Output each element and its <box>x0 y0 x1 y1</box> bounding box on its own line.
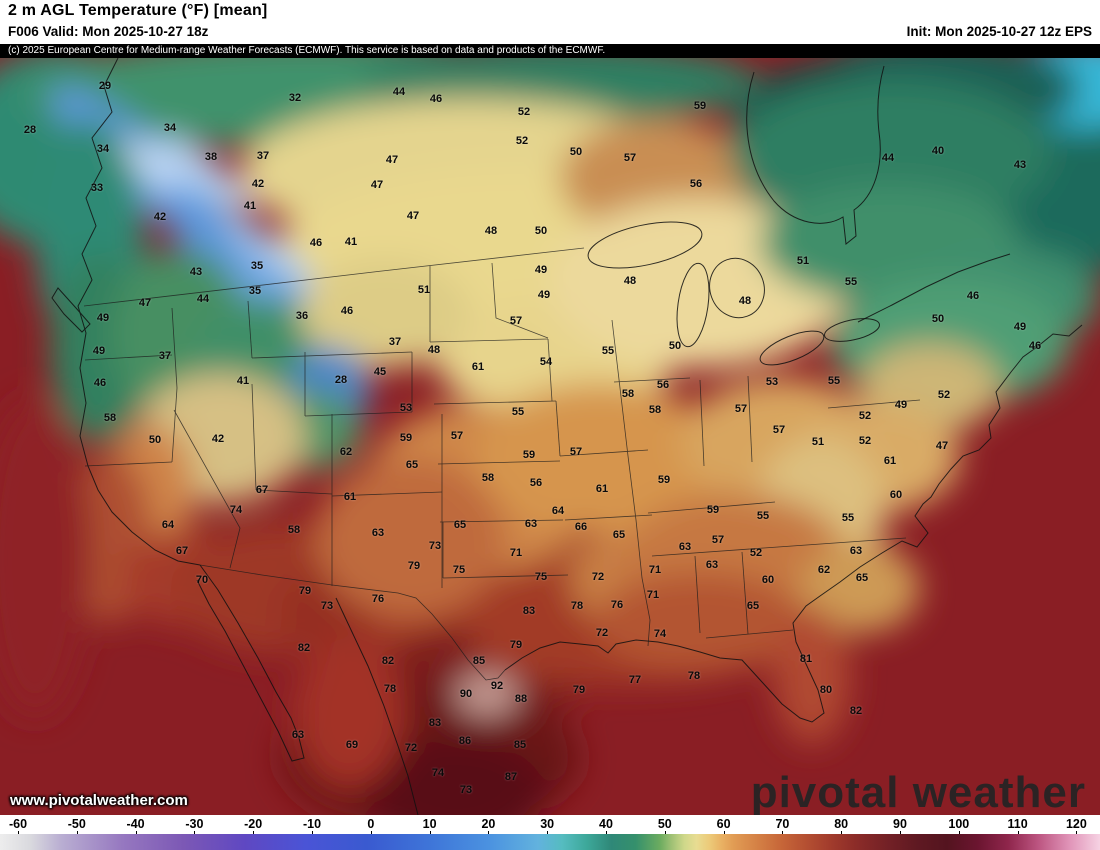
map-image: www.pivotalweather.com pivotal weather <box>0 58 1100 815</box>
colorbar-tick-label: 40 <box>599 817 613 831</box>
temperature-field-svg <box>0 58 1100 815</box>
colorbar-tick-mark <box>429 831 431 834</box>
colorbar-tick-label: 50 <box>657 817 672 831</box>
colorbar: -60 -50 -40 -30 -20 -10 0 10 20 30 40 50 60 70 80 90 100… <box>0 815 1100 850</box>
forecast-valid-time: F006 Valid: Mon 2025-10-27 18z <box>8 24 209 39</box>
colorbar-tick-mark <box>1076 831 1078 834</box>
colorbar-tick-mark <box>664 831 666 834</box>
pivotal-weather-logo: pivotal weather <box>750 768 1086 815</box>
colorbar-tick-label: 120 <box>1065 817 1087 831</box>
colorbar-tick-label: 60 <box>716 817 731 831</box>
colorbar-tick-mark <box>900 831 901 834</box>
colorbar-tick-mark <box>18 831 19 834</box>
watermark-url: www.pivotalweather.com <box>10 792 188 809</box>
colorbar-tick-label: 30 <box>540 817 555 831</box>
forecast-meta-row: F006 Valid: Mon 2025-10-27 18z Init: Mon… <box>8 24 1092 39</box>
colorbar-tick-label: -10 <box>302 817 322 831</box>
colorbar-tick-label: -30 <box>185 817 204 831</box>
temperature-shading <box>0 58 1100 815</box>
colorbar-tick-mark <box>370 831 372 834</box>
colorbar-tick-label: 20 <box>481 817 496 831</box>
colorbar-tick-label: 80 <box>834 817 849 831</box>
colorbar-tick-mark <box>194 831 196 834</box>
colorbar-tick-mark <box>782 831 784 834</box>
colorbar-tick-mark <box>841 831 843 834</box>
colorbar-tick-label: -50 <box>67 817 86 831</box>
colorbar-tick-mark <box>488 831 490 834</box>
colorbar-tick-mark <box>135 831 137 834</box>
colorbar-tick-label: 0 <box>367 817 375 831</box>
state-boundaries <box>83 247 921 681</box>
coastlines <box>51 58 1083 815</box>
colorbar-tick-mark <box>76 831 78 834</box>
colorbar-tick-label: 110 <box>1007 817 1028 831</box>
colorbar-tick-mark <box>547 831 549 834</box>
model-init-time: Init: Mon 2025-10-27 12z EPS <box>906 24 1092 39</box>
colorbar-tick-label: 10 <box>422 817 437 831</box>
colorbar-tick-mark <box>312 831 313 834</box>
colorbar-tick-mark <box>253 831 255 834</box>
page-title: 2 m AGL Temperature (°F) [mean] <box>8 2 268 19</box>
colorbar-tick-mark <box>1017 831 1019 834</box>
colorbar-tick-mark <box>958 831 960 834</box>
colorbar-tick-mark <box>606 831 607 834</box>
great-lakes <box>587 221 880 366</box>
colorbar-tick-mark <box>723 831 725 834</box>
colorbar-tick-label: -20 <box>244 817 263 831</box>
colorbar-tick-label: -60 <box>8 817 28 831</box>
colorbar-tick-label: 90 <box>893 817 907 831</box>
colorbar-tick-label: -40 <box>126 817 145 831</box>
colorbar-gradient <box>0 834 1100 850</box>
copyright-bar: (c) 2025 European Centre for Medium-rang… <box>0 44 1100 58</box>
colorbar-tick-label: 70 <box>775 817 790 831</box>
colorbar-tick-label: 100 <box>948 817 970 831</box>
